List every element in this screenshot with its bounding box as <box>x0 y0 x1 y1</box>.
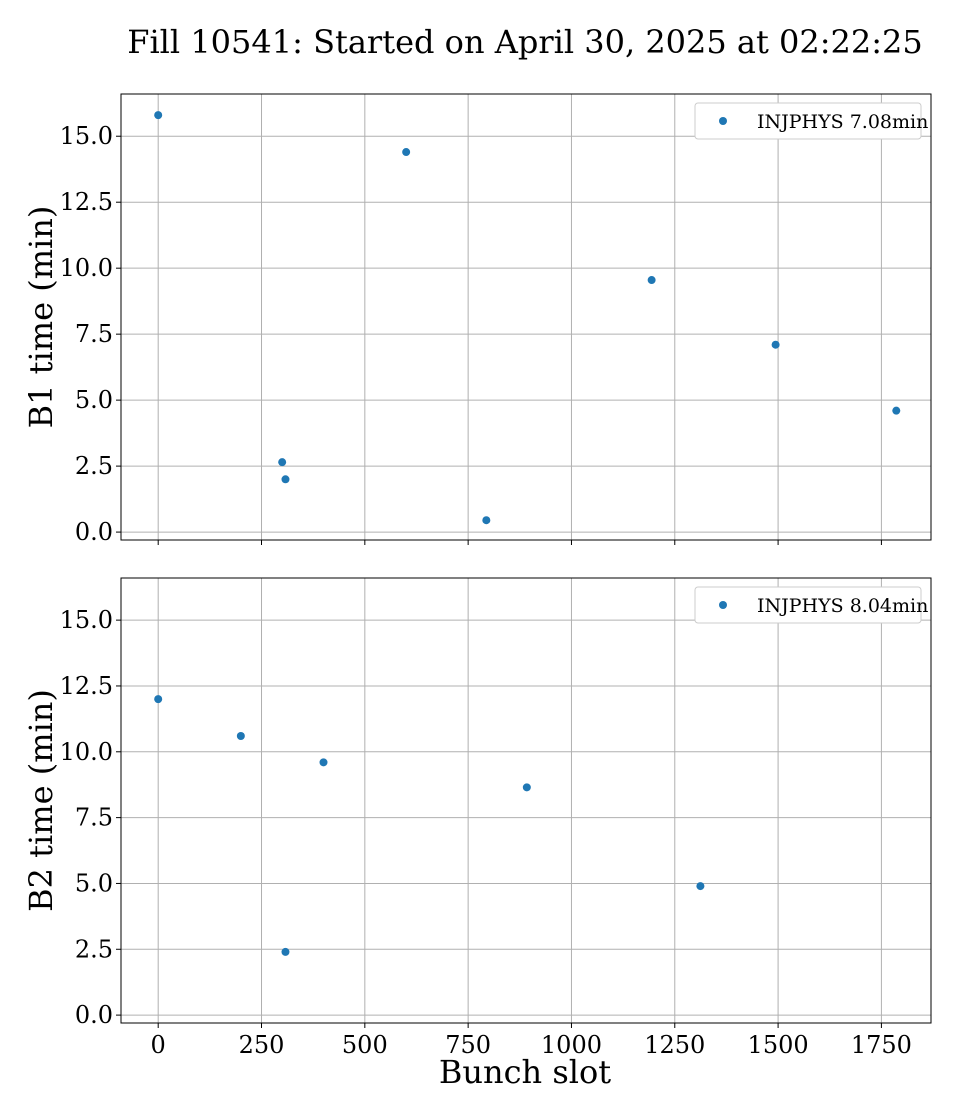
b2-axes-frame <box>120 577 932 1024</box>
b2-y-tick-label: 2.5 <box>75 935 113 963</box>
b2-panel: 0 250 500 750 1000 1250 1500 1750 0.0 2.5 5.0 7.5 10… <box>22 577 932 1059</box>
b2-data-point <box>236 731 245 740</box>
b2-x-tick-label: 0 <box>151 1031 166 1059</box>
b2-data-point <box>522 783 531 792</box>
b2-data-point <box>154 695 163 704</box>
b2-x-tick-label: 1500 <box>748 1031 809 1059</box>
b1-legend-box <box>694 102 922 140</box>
b1-axes-frame <box>120 93 932 541</box>
b2-y-tick-label: 12.5 <box>60 672 113 700</box>
b1-y-axis-label: B1 time (min) <box>22 206 60 429</box>
b1-data-point <box>402 148 411 157</box>
b1-y-tick-label: 12.5 <box>60 188 113 216</box>
b2-data-point <box>281 947 290 956</box>
b2-legend-label: INJPHYS 8.04min <box>757 595 928 617</box>
b1-panel: 0.0 2.5 5.0 7.5 10.0 12.5 15.0 B1 time (min) INJ… <box>22 93 932 546</box>
b2-data-point <box>696 882 705 891</box>
b1-data-point <box>647 276 656 285</box>
b1-legend-label: INJPHYS 7.08min <box>757 111 928 133</box>
b1-y-tick-label: 7.5 <box>75 320 113 348</box>
b2-y-tick-label: 7.5 <box>75 804 113 832</box>
b2-x-tick-label: 250 <box>239 1031 285 1059</box>
b1-data-point <box>892 406 901 415</box>
b2-x-tick-label: 500 <box>342 1031 388 1059</box>
b1-legend-marker <box>719 117 727 125</box>
b2-legend-box <box>694 586 922 624</box>
b1-legend: INJPHYS 7.08min <box>694 102 928 140</box>
b1-data-point <box>278 458 287 467</box>
b1-y-tick-label: 0.0 <box>75 518 113 546</box>
b2-y-tick-label: 15.0 <box>60 606 113 634</box>
b2-x-tick-label: 1000 <box>541 1031 602 1059</box>
b2-y-axis-label: B2 time (min) <box>22 689 60 912</box>
b1-y-tick-label: 15.0 <box>60 122 113 150</box>
b2-x-tick-label: 1250 <box>644 1031 705 1059</box>
b2-legend: INJPHYS 8.04min <box>694 586 928 624</box>
chart-title: Fill 10541: Started on April 30, 2025 at… <box>127 23 923 61</box>
b1-y-tick-label: 10.0 <box>60 254 113 282</box>
b2-data-point <box>319 758 328 767</box>
x-axis-label: Bunch slot <box>439 1053 611 1091</box>
b1-data-point <box>281 475 290 484</box>
b2-x-tick-label: 1750 <box>851 1031 912 1059</box>
b1-data-point <box>771 340 780 349</box>
b1-y-tick-label: 5.0 <box>75 386 113 414</box>
b2-x-tick-label: 750 <box>445 1031 491 1059</box>
b1-data-point <box>482 516 491 525</box>
b2-y-tick-label: 5.0 <box>75 869 113 897</box>
b2-legend-marker <box>719 601 727 609</box>
b1-y-tick-label: 2.5 <box>75 452 113 480</box>
b1-data-point <box>154 111 163 120</box>
b1-plot-area <box>121 94 931 540</box>
b2-y-tick-label: 10.0 <box>60 738 113 766</box>
b2-plot-area <box>121 578 931 1023</box>
b2-y-tick-label: 0.0 <box>75 1001 113 1029</box>
